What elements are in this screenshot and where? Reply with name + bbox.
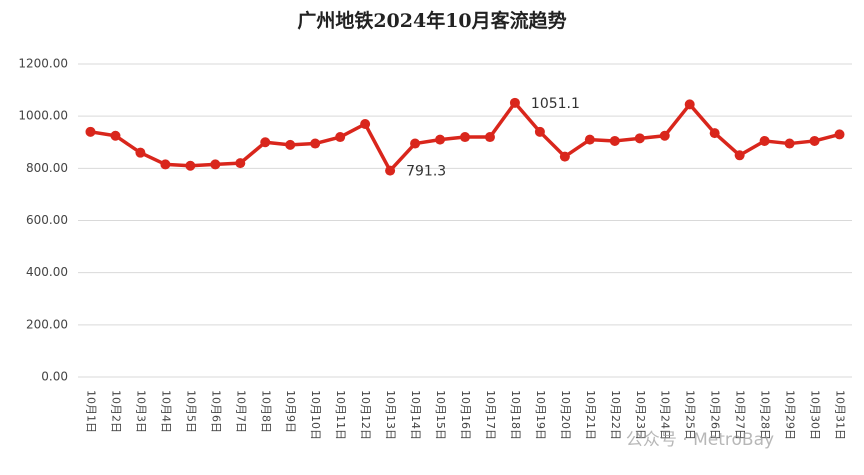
marker — [734, 150, 745, 161]
x-tick-label: 10月1日 — [84, 390, 97, 433]
marker — [684, 99, 695, 110]
marker — [410, 138, 421, 149]
y-tick-label: 800.00 — [26, 161, 68, 175]
marker — [659, 130, 670, 141]
marker — [260, 137, 271, 148]
watermark: 公众号 · MetroBay — [626, 430, 774, 450]
marker — [160, 159, 171, 170]
x-tick-label: 10月3日 — [134, 390, 147, 433]
marker — [784, 138, 795, 149]
y-tick-label: 600.00 — [26, 213, 68, 227]
x-tick-label: 10月11日 — [334, 390, 347, 440]
data-label: 1051.1 — [531, 96, 580, 112]
x-tick-label: 10月9日 — [284, 390, 297, 433]
x-tick-label: 10月26日 — [709, 390, 722, 440]
marker — [759, 135, 770, 146]
x-tick-label: 10月31日 — [834, 390, 847, 440]
x-tick-label: 10月18日 — [509, 390, 522, 440]
x-tick-label: 10月25日 — [684, 390, 697, 440]
marker — [484, 132, 495, 143]
marker — [110, 130, 121, 141]
x-tick-label: 10月13日 — [384, 390, 397, 440]
y-tick-label: 0.00 — [41, 370, 68, 384]
marker — [809, 135, 820, 146]
x-tick-label: 10月29日 — [784, 390, 797, 440]
x-tick-label: 10月12日 — [359, 390, 372, 440]
x-tick-label: 10月27日 — [734, 390, 747, 440]
marker — [135, 147, 146, 158]
marker — [634, 133, 645, 144]
x-tick-label: 10月20日 — [559, 390, 572, 440]
x-tick-label: 10月16日 — [459, 390, 472, 440]
x-tick-label: 10月23日 — [634, 390, 647, 440]
marker — [709, 128, 720, 139]
x-tick-label: 10月6日 — [209, 390, 222, 433]
x-tick-label: 10月14日 — [409, 390, 422, 440]
y-tick-label: 1000.00 — [18, 109, 68, 123]
marker — [285, 139, 296, 150]
x-tick-label: 10月22日 — [609, 390, 622, 440]
marker — [85, 126, 96, 137]
marker — [559, 151, 570, 162]
marker — [834, 129, 845, 140]
marker — [185, 160, 196, 171]
x-tick-label: 10月30日 — [809, 390, 822, 440]
x-tick-label: 10月28日 — [759, 390, 772, 440]
x-tick-label: 10月5日 — [184, 390, 197, 433]
marker — [360, 118, 371, 129]
marker — [335, 132, 346, 143]
marker — [385, 165, 396, 176]
marker — [235, 158, 246, 169]
marker — [460, 132, 470, 143]
x-tick-label: 10月17日 — [484, 390, 497, 440]
marker — [435, 134, 446, 145]
x-tick-label: 10月8日 — [259, 390, 272, 433]
y-tick-label: 1200.00 — [18, 57, 68, 71]
x-tick-label: 10月21日 — [584, 390, 597, 440]
marker — [584, 134, 595, 145]
y-tick-label: 400.00 — [26, 265, 68, 279]
data-label: 791.3 — [406, 164, 446, 180]
marker — [310, 138, 321, 149]
x-tick-label: 10月24日 — [659, 390, 672, 440]
x-tick-label: 10月4日 — [159, 390, 172, 433]
marker — [509, 97, 520, 108]
x-tick-label: 10月19日 — [534, 390, 547, 440]
marker — [534, 126, 545, 137]
chart-title: 广州地铁2024年10月客流趋势 — [297, 9, 566, 32]
marker — [609, 135, 620, 146]
x-tick-label: 10月7日 — [234, 390, 247, 433]
x-tick-label: 10月10日 — [309, 390, 322, 440]
marker — [210, 159, 221, 170]
x-tick-label: 10月2日 — [109, 390, 122, 433]
y-tick-label: 200.00 — [26, 317, 68, 331]
x-tick-label: 10月15日 — [434, 390, 447, 440]
